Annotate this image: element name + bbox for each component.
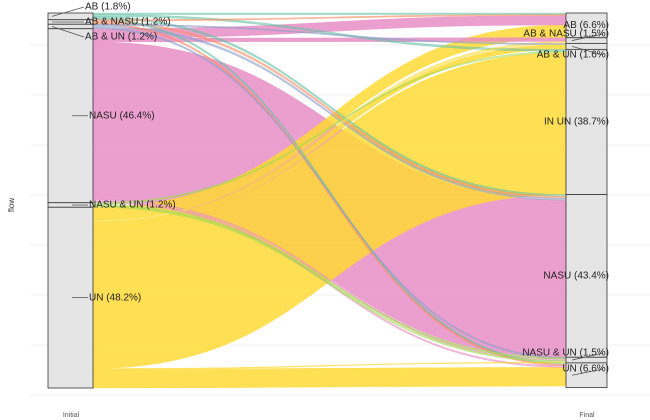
- final-stratum-label: AB & UN (1.6%): [537, 50, 609, 61]
- initial-stratum-label: AB & UN (1.2%): [85, 32, 157, 43]
- final-stratum-label: UN (6.6%): [562, 364, 609, 375]
- flow-band: [92, 367, 567, 389]
- initial-stratum-label: AB & NASU (1.2%): [85, 17, 171, 28]
- stratum-box: [565, 48, 608, 195]
- final-stratum-label: NASU (43.4%): [543, 271, 609, 282]
- label-leader: [51, 6, 85, 17]
- final-stratum-label: IN UN (38.7%): [544, 117, 609, 128]
- label-leader: [571, 33, 604, 41]
- stratum-box: [565, 362, 608, 389]
- label-leader: [571, 45, 604, 56]
- final-stratum-label: AB & NASU (1.5%): [523, 29, 609, 40]
- label-leader: [51, 26, 85, 38]
- y-axis-label: flow: [7, 198, 16, 212]
- initial-stratum-label: NASU (46.4%): [89, 110, 155, 121]
- x-axis-label-final: Final: [579, 412, 595, 419]
- label-leader: [571, 368, 604, 376]
- final-stratum-label: AB (6.6%): [563, 20, 609, 31]
- stratum-box: [565, 12, 608, 39]
- stratum-labels: AB (1.8%) AB & NASU (1.2%) AB & UN (1.2%) N…: [51, 2, 609, 376]
- stratum-box: [565, 194, 608, 358]
- flows: [92, 12, 567, 389]
- flow-band: [92, 12, 567, 15]
- initial-stratum-label: NASU & UN (1.2%): [89, 200, 176, 211]
- final-stratum-label: NASU & UN (1.5%): [522, 348, 609, 359]
- x-axis-label-initial: Initial: [63, 412, 80, 419]
- initial-stratum-label: AB (1.8%): [85, 2, 131, 13]
- initial-stratum-label: UN (48.2%): [89, 292, 141, 303]
- label-leader: [571, 352, 604, 361]
